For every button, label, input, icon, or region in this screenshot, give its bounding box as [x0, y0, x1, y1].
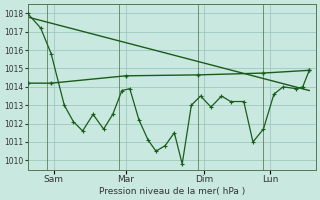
X-axis label: Pression niveau de la mer( hPa ): Pression niveau de la mer( hPa ): [99, 187, 245, 196]
